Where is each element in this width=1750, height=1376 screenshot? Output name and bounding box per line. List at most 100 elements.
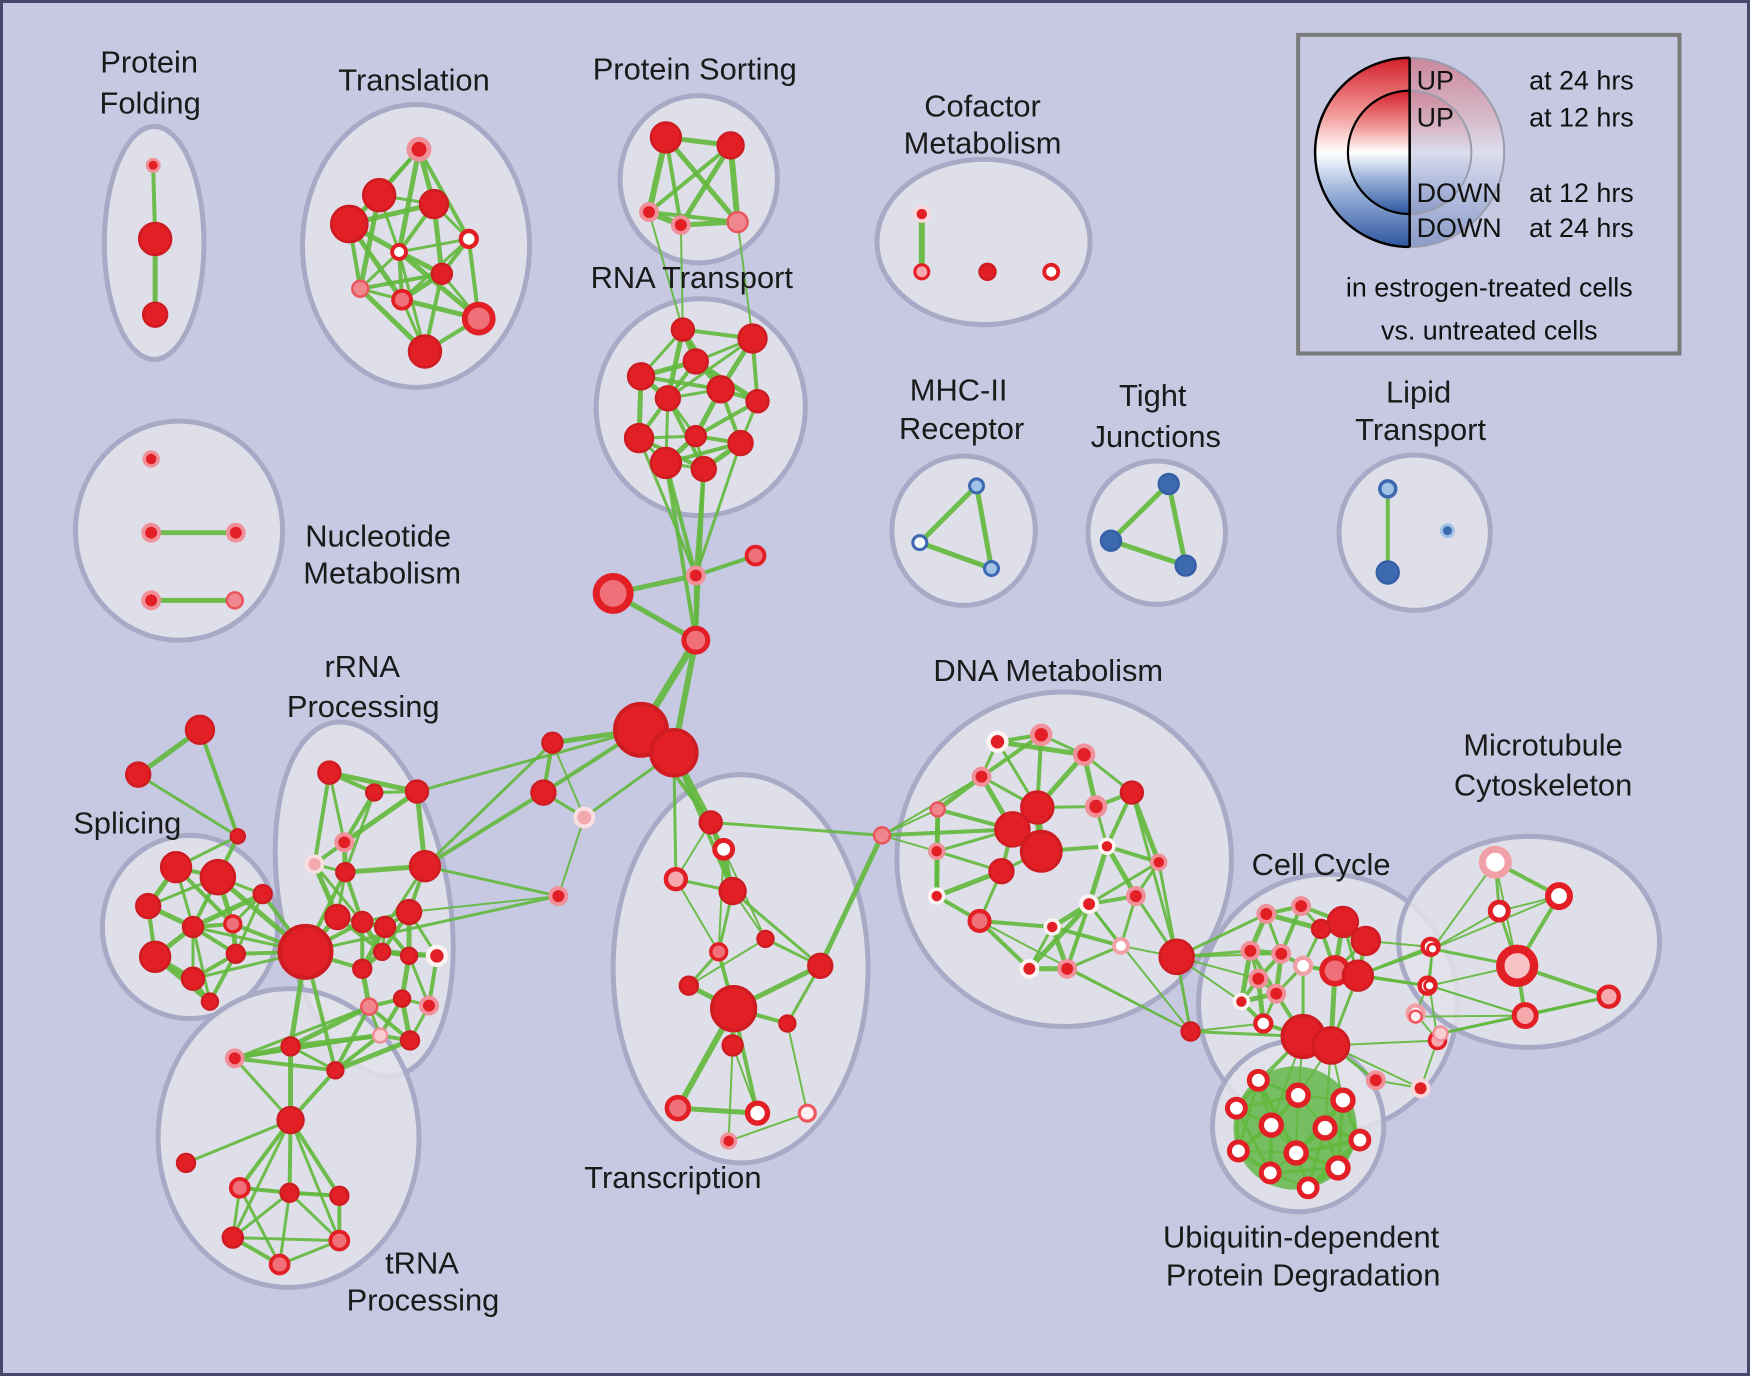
network-node-cc (1410, 1078, 1431, 1099)
network-node-dn (967, 908, 992, 934)
cluster-label-dn: DNA Metabolism (933, 653, 1163, 688)
network-node-ub (1285, 1082, 1311, 1108)
network-node-ub (1224, 1096, 1248, 1120)
network-edge (1189, 1022, 1265, 1033)
network-node-dn (1119, 780, 1145, 805)
network-node-mt (1511, 1002, 1539, 1030)
network-node-dn (994, 811, 1031, 848)
network-node-dn (1057, 958, 1078, 979)
network-node-rt (649, 446, 683, 480)
network-node-rt (623, 422, 655, 454)
network-edge (184, 1118, 293, 1165)
network-edge (304, 894, 560, 954)
network-node-connector (229, 828, 247, 845)
network-node-tx (756, 929, 775, 949)
cluster-label-cc: Cell Cycle (1252, 847, 1391, 882)
cluster-label-mh: MHC-II (910, 372, 1008, 407)
network-edge (675, 1105, 761, 1116)
network-node-rr (373, 915, 397, 939)
network-node-rt (670, 317, 696, 342)
network-edge (332, 1037, 413, 1073)
network-node-cc (1341, 959, 1375, 992)
network-node-rr (334, 832, 355, 853)
network-node-cc (1271, 943, 1292, 964)
network-node-rr (335, 861, 356, 883)
network-edge (663, 460, 698, 643)
network-edge (238, 1186, 282, 1266)
network-node-cc (1240, 940, 1261, 961)
network-node-tl (390, 242, 408, 261)
legend-caption: vs. untreated cells (1381, 316, 1598, 346)
network-node-mh (911, 534, 929, 552)
cluster-label-ub: Protein Degradation (1166, 1257, 1440, 1292)
network-node-rr (304, 854, 325, 874)
network-node-rr (360, 997, 379, 1016)
network-edge (197, 727, 240, 839)
cluster-label-pf: Folding (100, 86, 201, 121)
network-node-connector (685, 565, 706, 586)
network-node-tr (329, 1185, 350, 1206)
network-edge (977, 918, 1055, 929)
network-node-tx (807, 952, 834, 979)
network-edge (1431, 910, 1501, 950)
network-node-nm (142, 450, 160, 468)
network-edge (557, 816, 586, 898)
network-node-tx (709, 942, 729, 962)
network-edge (1130, 791, 1179, 959)
network-node-ub (1283, 1140, 1309, 1166)
network-edge (231, 1118, 293, 1240)
cluster-label-rt: RNA Transport (591, 260, 794, 295)
network-edge (879, 827, 1015, 838)
network-node-connector (277, 923, 334, 980)
network-node-tj (1174, 554, 1197, 577)
network-edge (1431, 895, 1561, 950)
network-node-tl (329, 204, 369, 244)
cluster-label-mt: Cytoskeleton (1454, 768, 1632, 803)
network-edge (1108, 538, 1189, 569)
legend-caption: in estrogen-treated cells (1346, 273, 1633, 303)
network-edge (1166, 481, 1189, 569)
cluster-label-tr: tRNA (385, 1245, 459, 1280)
cluster-labels: Protein Folding Translation Protein Sorting… (73, 45, 1632, 1318)
network-node-dn (988, 858, 1015, 885)
network-node-connector (1180, 1021, 1201, 1042)
network-node-ub (1325, 1155, 1351, 1181)
network-edge (415, 728, 643, 794)
network-node-ub (1296, 1176, 1320, 1200)
network-node-dn (986, 730, 1009, 753)
network-node-sp (138, 940, 172, 974)
network-node-mh (968, 477, 986, 495)
network-node-cf (978, 262, 997, 282)
network-node-ps (726, 210, 749, 234)
network-node-cc (1232, 992, 1251, 1011)
cluster-label-rr: Processing (287, 689, 440, 724)
network-node-dn (1020, 790, 1055, 825)
cluster-label-ps: Protein Sorting (593, 52, 797, 87)
network-node-tl (406, 136, 432, 162)
network-node-rt (706, 375, 735, 404)
network-node-ub (1348, 1128, 1372, 1152)
network-edge (663, 134, 741, 225)
network-node-tx (712, 837, 736, 861)
legend-box (1296, 32, 1682, 356)
network-node-dn (1098, 837, 1116, 856)
network-edge (1108, 481, 1172, 544)
network-node-rr (371, 1027, 389, 1044)
network-node-rt (727, 429, 754, 457)
network-node-mt (1432, 1025, 1449, 1042)
network-node-cc (1326, 905, 1360, 939)
network-node-tr (268, 1253, 291, 1276)
network-node-rr (399, 1030, 421, 1051)
network-node-tl (391, 288, 413, 311)
network-edge (979, 732, 1044, 779)
network-node-tr (175, 1152, 197, 1174)
network-node-connector (592, 572, 634, 614)
network-node-tx (721, 1034, 744, 1057)
network-edge (637, 436, 698, 577)
network-edge (880, 834, 938, 853)
network-edge (190, 891, 266, 930)
cluster-ellipse-mh (889, 453, 1038, 608)
legend-entry: at 12 hrs (1529, 178, 1634, 208)
legend-entry: DOWN (1417, 213, 1502, 243)
network-node-connector (1158, 938, 1195, 976)
